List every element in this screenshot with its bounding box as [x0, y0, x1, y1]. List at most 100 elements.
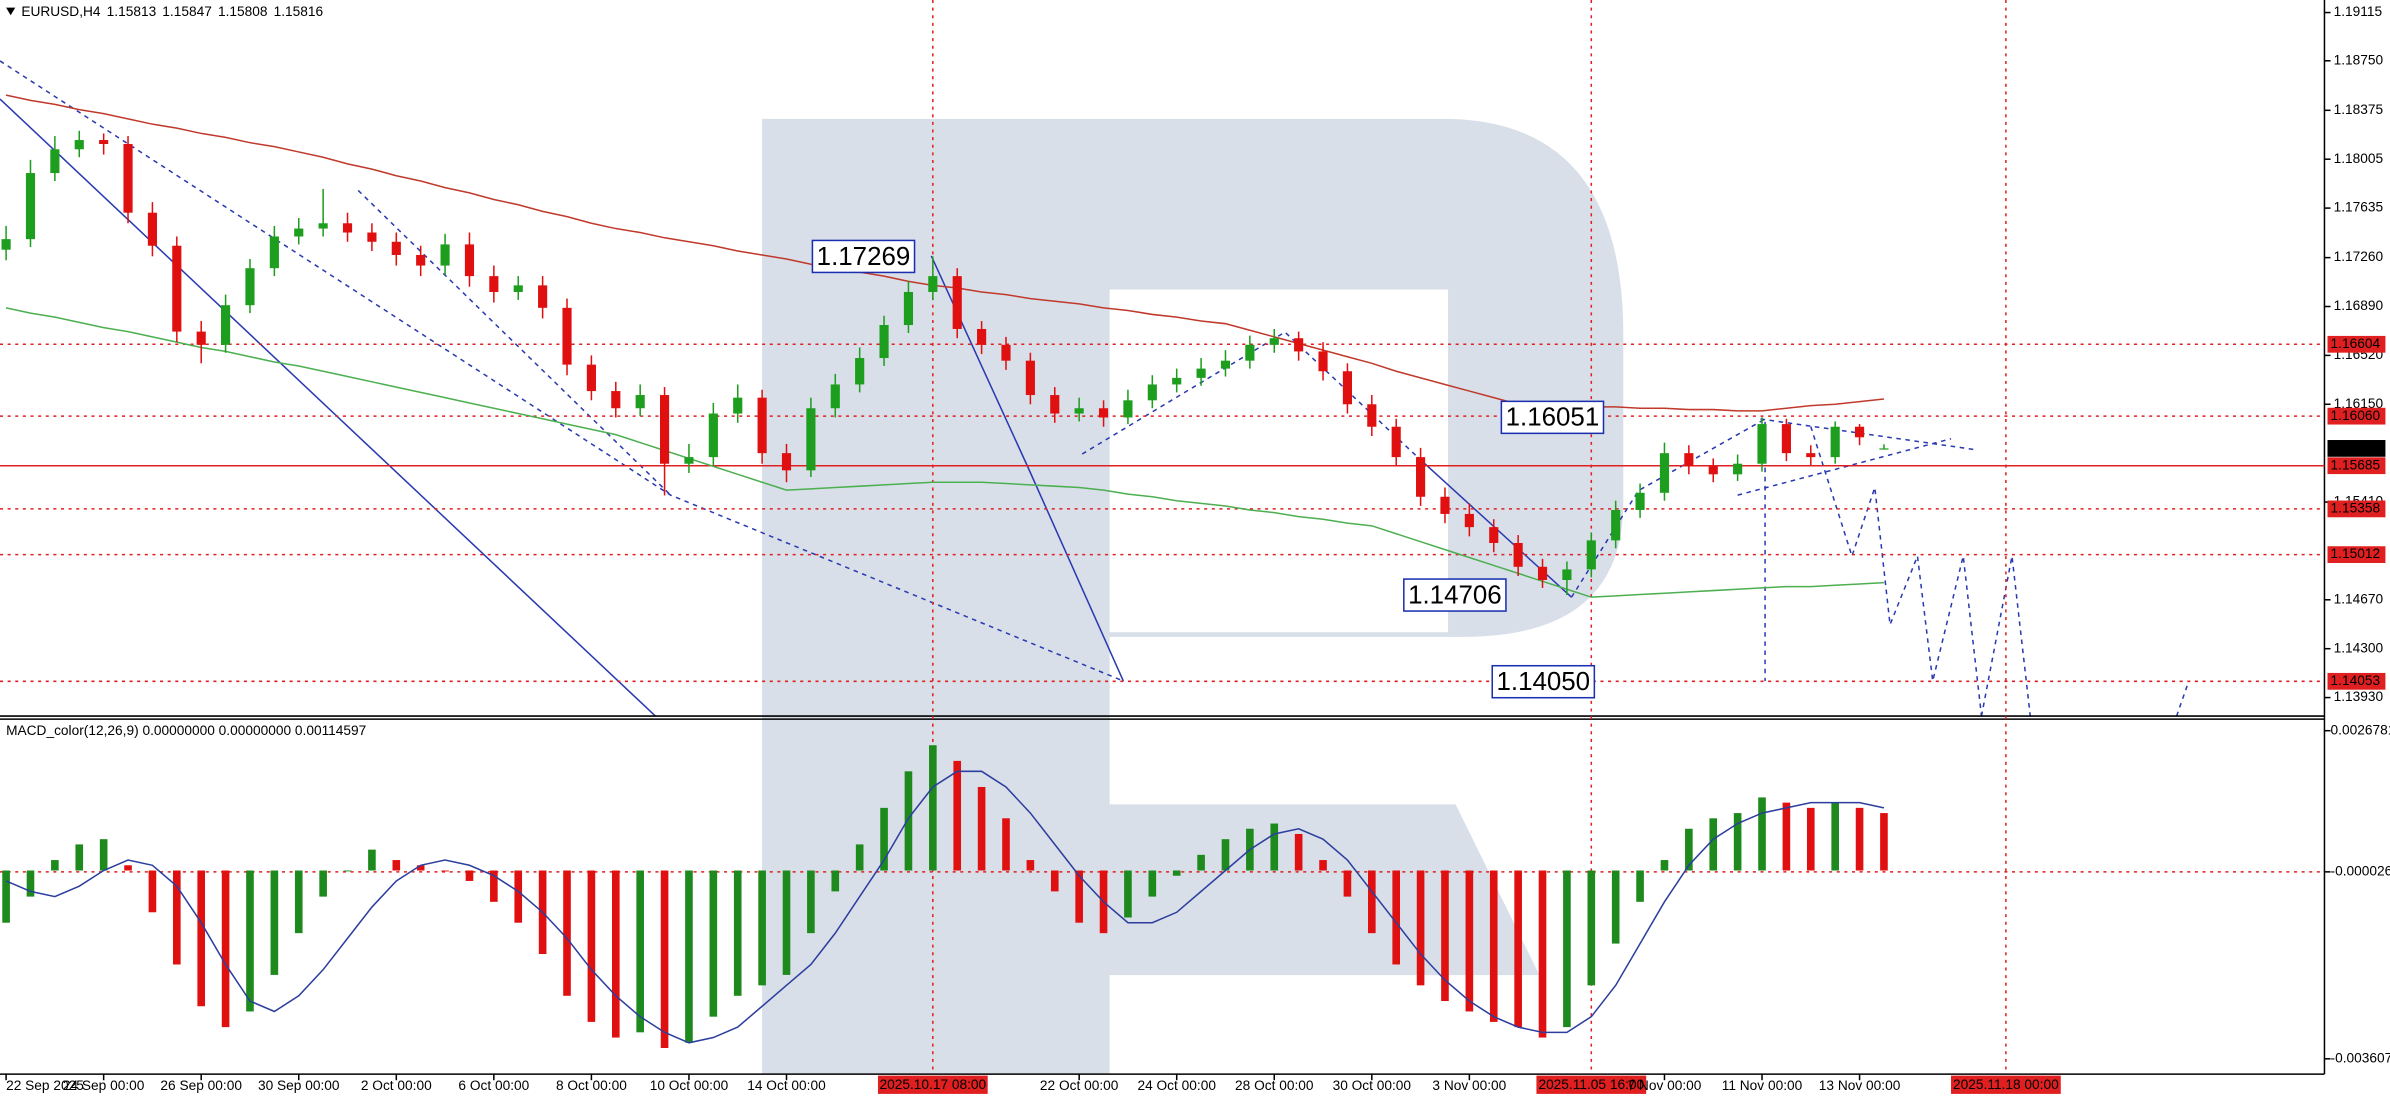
time-label: 26 Sep 00:00 — [160, 1078, 242, 1093]
macd-bar — [490, 870, 498, 902]
macd-bar — [1636, 870, 1644, 902]
candle-body — [1586, 540, 1596, 570]
candle-body — [928, 276, 938, 292]
macd-bar — [1319, 860, 1327, 871]
macd-bar — [1611, 870, 1620, 944]
candle-body — [1464, 513, 1474, 528]
macd-bar — [1880, 813, 1888, 871]
macd-bar — [1685, 828, 1693, 871]
candle-body — [416, 254, 426, 266]
trend-line — [930, 255, 1125, 682]
candle-body — [1635, 492, 1645, 510]
time-label: 30 Oct 00:00 — [1333, 1078, 1412, 1093]
candle-body — [1342, 371, 1352, 405]
macd-bar — [1343, 870, 1352, 897]
macd-bar — [929, 745, 937, 871]
price-annotation: 1.17269 — [817, 243, 911, 271]
macd-bar — [1709, 818, 1718, 871]
candle-body — [684, 457, 694, 464]
level-tag — [2327, 335, 2386, 353]
time-label: 22 Sep 2025 — [6, 1078, 84, 1093]
level-tag — [2327, 672, 2386, 690]
candle-body — [1098, 408, 1109, 418]
candle-body — [123, 144, 133, 213]
candle-body — [1294, 338, 1304, 352]
level-tag — [2327, 500, 2386, 518]
symbol-arrow — [6, 7, 16, 16]
time-label: 28 Oct 00:00 — [1235, 1078, 1314, 1093]
trend-line — [0, 98, 656, 717]
macd-bar — [368, 849, 376, 871]
candle-body — [757, 397, 767, 454]
projection-line — [1737, 438, 1952, 496]
candle-body — [1318, 351, 1328, 372]
candle-body — [1708, 466, 1718, 475]
candle-body — [221, 305, 231, 345]
candle-body — [50, 149, 60, 174]
candle-body — [1, 239, 11, 250]
macd-bar — [1294, 833, 1303, 871]
time-label: 24 Oct 00:00 — [1137, 1078, 1216, 1093]
price-tick-label: 1.16150 — [2334, 396, 2384, 411]
candle-body — [367, 232, 377, 242]
macd-bar — [1831, 802, 1839, 871]
level-tag — [2327, 546, 2386, 564]
macd-bar — [319, 870, 327, 897]
candle-body — [269, 236, 279, 269]
candle-body — [489, 276, 499, 292]
candle-body — [879, 325, 889, 359]
macd-bar — [51, 860, 59, 871]
time-label: 11 Nov 00:00 — [1722, 1078, 1803, 1093]
macd-bar — [1489, 870, 1498, 1022]
candle-body — [1440, 496, 1450, 514]
candle-body — [1001, 344, 1011, 361]
ohlc-high: 1.15847 — [162, 4, 212, 19]
macd-bar — [1392, 870, 1401, 965]
level-tag-label: 1.15685 — [2331, 457, 2381, 472]
time-marker-label: 2025.11.18 00:00 — [1953, 1077, 2059, 1092]
candle-body — [806, 408, 816, 471]
macd-bar — [1050, 870, 1059, 892]
candle-body — [659, 395, 670, 464]
macd-bar — [1733, 813, 1742, 871]
candle-body — [1220, 360, 1231, 369]
candle-body — [342, 223, 353, 233]
macd-bar — [270, 870, 279, 975]
ohlc-close: 1.15816 — [274, 4, 324, 19]
candle-body — [1757, 424, 1767, 464]
macd-bar — [855, 844, 864, 871]
time-marker-tag — [877, 1075, 988, 1094]
candle-body — [1513, 542, 1523, 567]
candle-body — [1245, 344, 1255, 361]
candle-body — [952, 276, 962, 329]
macd-bar — [514, 870, 523, 923]
macd-bar — [246, 870, 254, 1012]
macd-bar — [1514, 870, 1522, 1028]
price-tick-label: 1.19115 — [2334, 4, 2383, 19]
macd-bar — [1758, 797, 1766, 871]
macd-bar — [1368, 870, 1376, 934]
macd-bar — [782, 870, 791, 975]
candle-body — [25, 173, 36, 240]
macd-bar — [197, 870, 206, 1007]
price-tick-label: 1.16890 — [2334, 298, 2384, 313]
candle-body — [1196, 368, 1206, 378]
candle-body — [318, 223, 328, 229]
macd-bar — [1806, 807, 1815, 871]
candle-body — [74, 140, 84, 150]
level-tag-label: 1.16604 — [2331, 336, 2381, 351]
macd-bar — [392, 860, 401, 871]
time-label: 13 Nov 00:00 — [1819, 1078, 1901, 1093]
price-tick-label: 1.14670 — [2334, 591, 2384, 606]
symbol-info: EURUSD,H4 1.15813 1.15847 1.15808 1.15816 — [21, 4, 323, 19]
symbol: EURUSD,H4 — [21, 4, 101, 19]
candle-body — [1416, 457, 1426, 497]
macd-bar — [416, 865, 425, 871]
candle-body — [1537, 566, 1548, 580]
candle-body — [1830, 426, 1840, 458]
macd-bar — [977, 786, 986, 871]
macd-bar — [1855, 807, 1864, 871]
candle-body — [1172, 377, 1182, 385]
level-tag-label: 1.14053 — [2331, 673, 2381, 688]
